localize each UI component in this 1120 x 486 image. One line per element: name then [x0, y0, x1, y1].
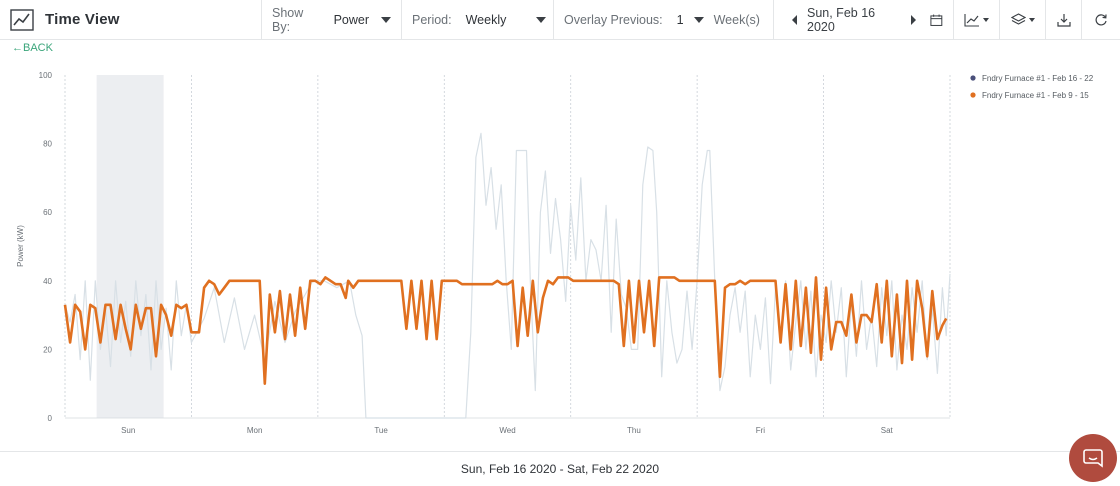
download-button[interactable]: [1046, 0, 1082, 40]
chevron-down-icon: [983, 17, 989, 22]
x-tick-label: Thu: [627, 426, 641, 435]
y-tick-label: 20: [43, 345, 52, 354]
overlay-count-select[interactable]: 1: [676, 12, 684, 27]
y-tick-label: 80: [43, 140, 52, 149]
show-by-label: Show By:: [272, 5, 304, 34]
refresh-button[interactable]: [1082, 0, 1120, 40]
current-date[interactable]: Sun, Feb 16 2020: [807, 5, 876, 34]
prev-arrow-icon[interactable]: [792, 14, 797, 25]
back-link[interactable]: ←BACK: [12, 42, 53, 54]
x-tick-label: Sat: [881, 426, 894, 435]
period-select[interactable]: Period: Weekly: [402, 0, 554, 40]
layers-button[interactable]: [1000, 0, 1046, 40]
show-by-select[interactable]: Show By: Power: [262, 0, 402, 40]
x-tick-label: Wed: [499, 426, 515, 435]
x-tick-label: Tue: [374, 426, 388, 435]
x-tick-label: Sun: [121, 426, 135, 435]
line-chart-icon: [964, 13, 979, 27]
chevron-down-icon: [1028, 17, 1035, 22]
date-range-footer: Sun, Feb 16 2020 - Sat, Feb 22 2020: [0, 451, 1120, 486]
shaded-region: [96, 75, 164, 418]
toolbar: Time View Show By: Power Period: Weekly …: [0, 0, 1120, 40]
chevron-down-icon: [536, 16, 547, 23]
legend: Fndry Furnace #1 - Feb 16 - 22 Fndry Fur…: [970, 74, 1094, 100]
y-axis-label: Power (kW): [16, 225, 25, 267]
legend-marker-current: [970, 75, 976, 81]
x-tick-label: Mon: [247, 426, 263, 435]
overlay-label: Overlay Previous:: [564, 12, 663, 27]
power-chart: 0 20 40 60 80 100 Sun Mon Tue Wed Thu Fri Sat Power…: [16, 71, 1094, 435]
download-icon: [1056, 13, 1071, 27]
overlay-previous: Overlay Previous: 1 Week(s): [554, 0, 774, 40]
legend-label-previous[interactable]: Fndry Furnace #1 - Feb 9 - 15: [982, 91, 1089, 100]
chat-icon: [1083, 449, 1103, 468]
chat-button[interactable]: [1069, 434, 1117, 482]
series-current-line: [64, 132, 951, 419]
overlay-unit: Week(s): [713, 12, 760, 27]
gridlines: [64, 75, 951, 419]
legend-label-current[interactable]: Fndry Furnace #1 - Feb 16 - 22: [982, 74, 1094, 83]
period-label: Period:: [412, 12, 452, 27]
layers-icon: [1010, 12, 1026, 25]
show-by-value: Power: [333, 12, 369, 27]
calendar-icon[interactable]: [930, 13, 943, 27]
y-tick-label: 60: [43, 208, 52, 217]
next-arrow-icon[interactable]: [911, 14, 917, 25]
x-axis: Sun Mon Tue Wed Thu Fri Sat: [121, 426, 893, 435]
date-navigator: Sun, Feb 16 2020: [774, 0, 954, 40]
legend-marker-previous: [970, 92, 976, 98]
y-axis: 0 20 40 60 80 100: [39, 71, 53, 423]
y-tick-label: 100: [39, 71, 53, 80]
x-tick-label: Fri: [756, 426, 766, 435]
y-tick-label: 0: [48, 414, 53, 423]
chevron-down-icon[interactable]: [693, 16, 704, 23]
page-title: Time View: [45, 11, 120, 28]
y-tick-label: 40: [43, 277, 52, 286]
refresh-icon: [1095, 13, 1107, 25]
view-header: Time View: [0, 0, 262, 40]
line-chart-icon: [10, 8, 34, 31]
chart-type-button[interactable]: [954, 0, 1000, 40]
series-previous-line: [63, 276, 948, 386]
chevron-down-icon: [381, 16, 391, 23]
period-value: Weekly: [465, 12, 507, 27]
